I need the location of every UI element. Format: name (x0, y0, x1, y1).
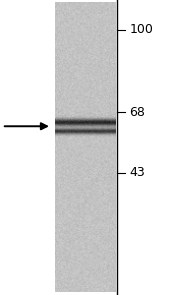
Text: 68: 68 (129, 106, 145, 119)
Text: 43: 43 (129, 166, 145, 179)
Text: 100: 100 (129, 23, 153, 36)
